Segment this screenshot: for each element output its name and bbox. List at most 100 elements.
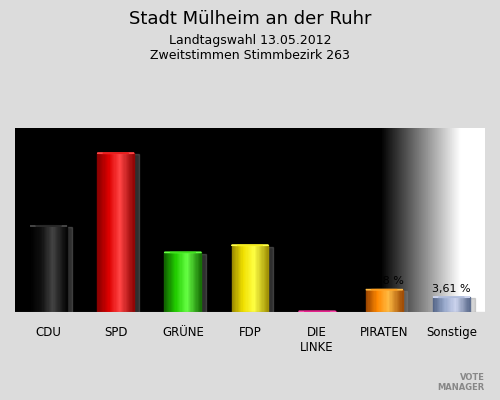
Bar <box>111 153 112 312</box>
Bar <box>436 297 438 312</box>
Bar <box>40 226 41 312</box>
Bar <box>100 153 101 312</box>
Bar <box>198 252 199 312</box>
Bar <box>196 252 198 312</box>
Bar <box>45 226 46 312</box>
Bar <box>233 245 234 312</box>
Bar <box>377 290 378 312</box>
Bar <box>449 297 450 312</box>
Bar <box>256 245 258 312</box>
Bar <box>58 226 59 312</box>
Text: 14,57 %: 14,57 % <box>160 239 206 249</box>
Bar <box>178 252 179 312</box>
Bar <box>183 252 184 312</box>
Bar <box>30 226 32 312</box>
Bar <box>44 226 45 312</box>
Bar <box>200 252 202 312</box>
Bar <box>118 153 120 312</box>
Bar <box>168 252 170 312</box>
Ellipse shape <box>433 297 470 298</box>
Text: 16,31 %: 16,31 % <box>227 232 273 242</box>
Text: Sonstige: Sonstige <box>426 326 477 339</box>
Bar <box>180 252 182 312</box>
Bar <box>249 245 250 312</box>
Bar <box>456 297 458 312</box>
Text: 5,48 %: 5,48 % <box>365 276 404 286</box>
Bar <box>248 245 249 312</box>
Bar <box>56 226 57 312</box>
Bar <box>462 297 464 312</box>
Bar <box>102 154 139 313</box>
Bar <box>174 252 176 312</box>
Bar <box>60 226 61 312</box>
Text: GRÜNE: GRÜNE <box>162 326 204 339</box>
Bar <box>35 227 72 313</box>
Bar <box>186 252 188 312</box>
Text: Landtagswahl 13.05.2012: Landtagswahl 13.05.2012 <box>169 34 331 47</box>
Bar <box>254 245 255 312</box>
Bar <box>50 226 51 312</box>
Bar <box>64 226 66 312</box>
Bar <box>112 153 114 312</box>
Bar <box>392 290 393 312</box>
Text: FDP: FDP <box>238 326 262 339</box>
Bar <box>452 297 454 312</box>
Bar <box>246 245 248 312</box>
Bar <box>258 245 260 312</box>
Bar <box>127 153 128 312</box>
Bar <box>236 246 273 313</box>
Bar <box>443 297 444 312</box>
Bar <box>448 297 449 312</box>
Bar <box>61 226 62 312</box>
Bar <box>383 290 384 312</box>
Bar <box>189 252 190 312</box>
Bar <box>389 290 390 312</box>
Bar <box>116 153 117 312</box>
Bar <box>367 290 368 312</box>
Text: DIE
LINKE: DIE LINKE <box>300 326 334 354</box>
Bar <box>434 297 436 312</box>
Bar <box>394 290 396 312</box>
Bar <box>54 226 56 312</box>
Bar <box>57 226 58 312</box>
Bar <box>122 153 123 312</box>
Text: 0,14 %: 0,14 % <box>298 298 337 308</box>
Bar <box>464 297 465 312</box>
Text: Zweitstimmen Stimmbezirk 263: Zweitstimmen Stimmbezirk 263 <box>150 49 350 62</box>
Bar <box>382 290 383 312</box>
Bar <box>242 245 244 312</box>
Text: CDU: CDU <box>36 326 62 339</box>
Bar <box>262 245 264 312</box>
Ellipse shape <box>97 153 134 154</box>
Bar <box>35 226 36 312</box>
Bar <box>460 297 462 312</box>
Bar <box>102 153 104 312</box>
Bar <box>399 290 400 312</box>
Bar <box>232 245 233 312</box>
Bar <box>393 290 394 312</box>
Bar <box>173 252 174 312</box>
Bar <box>104 153 106 312</box>
Bar <box>62 226 64 312</box>
Bar <box>169 254 206 313</box>
Bar <box>199 252 200 312</box>
Text: PIRATEN: PIRATEN <box>360 326 408 339</box>
Bar <box>368 290 370 312</box>
Bar <box>126 153 127 312</box>
Bar <box>110 153 111 312</box>
Text: 38,82 %: 38,82 % <box>92 140 138 150</box>
Bar <box>264 245 265 312</box>
Bar <box>192 252 194 312</box>
Bar <box>166 252 167 312</box>
Bar <box>172 252 173 312</box>
Bar <box>372 290 373 312</box>
Bar <box>390 290 392 312</box>
Bar <box>442 297 443 312</box>
Bar <box>182 252 183 312</box>
Bar <box>133 153 134 312</box>
Bar <box>455 297 456 312</box>
Bar <box>170 252 172 312</box>
Bar <box>101 153 102 312</box>
Bar <box>38 226 40 312</box>
Bar <box>34 226 35 312</box>
